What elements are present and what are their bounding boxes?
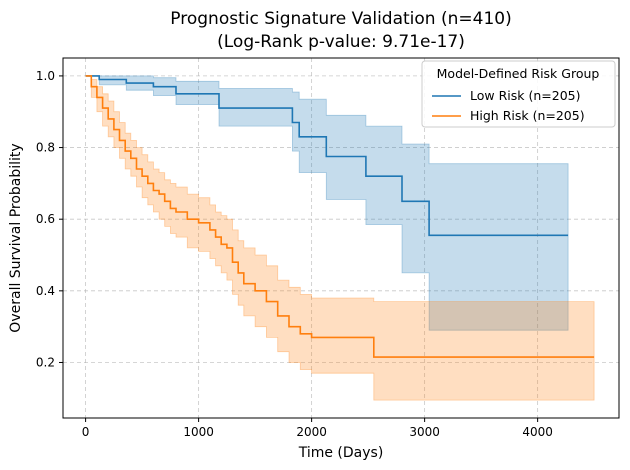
x-axis-label: Time (Days): [298, 445, 384, 461]
legend: Model-Defined Risk Group Low Risk (n=205…: [421, 60, 616, 128]
x-tick-label: 4000: [522, 425, 553, 439]
y-tick-label: 0.8: [36, 141, 55, 155]
confidence-band-high-risk: [85, 75, 595, 401]
x-tick-label: 0: [82, 425, 90, 439]
confidence-band-low-risk: [85, 75, 569, 331]
x-tick-label: 1000: [183, 425, 214, 439]
legend-title: Model-Defined Risk Group: [437, 66, 600, 81]
x-axis-ticks: 0 1000 2000 3000 4000: [82, 418, 553, 439]
x-tick-label: 3000: [409, 425, 440, 439]
confidence-bands: [85, 75, 595, 401]
legend-label-low-risk: Low Risk (n=205): [470, 88, 580, 103]
y-axis-label: Overall Survival Probability: [8, 143, 24, 332]
survival-curve-low-risk: [85, 75, 569, 237]
survival-curve-high-risk: [85, 75, 595, 358]
plot-frame: [62, 57, 620, 419]
survival-curves: [85, 75, 595, 358]
y-tick-label: 0.2: [36, 355, 55, 369]
chart-title-line2: (Log-Rank p-value: 9.71e-17): [217, 32, 465, 52]
x-tick-label: 2000: [296, 425, 327, 439]
y-tick-label: 0.6: [36, 212, 55, 226]
y-tick-label: 0.4: [36, 284, 55, 298]
legend-box: [421, 60, 616, 128]
chart-title-line1: Prognostic Signature Validation (n=410): [170, 9, 511, 29]
y-tick-label: 1.0: [36, 69, 55, 83]
legend-label-high-risk: High Risk (n=205): [470, 108, 585, 123]
y-axis-ticks: 0.2 0.4 0.6 0.8 1.0: [36, 69, 63, 369]
